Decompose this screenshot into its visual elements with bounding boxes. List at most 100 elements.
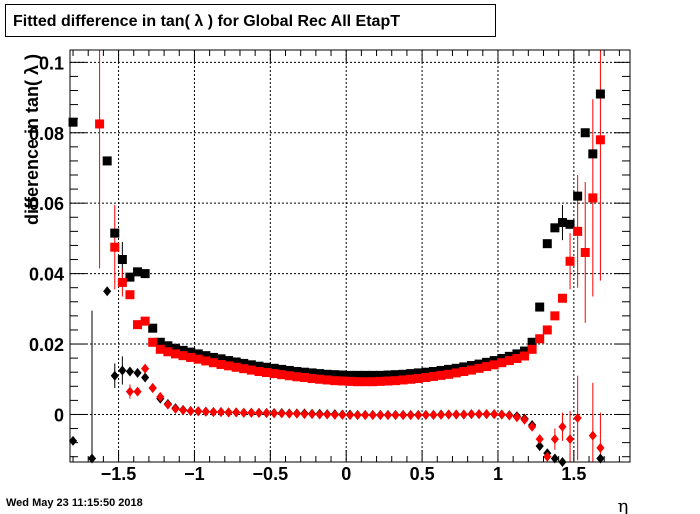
square-marker: [353, 377, 363, 387]
square-marker: [542, 325, 552, 335]
square-marker: [375, 370, 385, 380]
square-marker: [330, 370, 340, 380]
square-marker: [557, 218, 567, 228]
square-marker: [444, 369, 454, 379]
square-marker: [345, 376, 355, 386]
square-marker: [565, 219, 575, 229]
diamond-marker: [217, 406, 226, 417]
square-marker: [520, 351, 530, 361]
diamond-marker: [125, 366, 134, 377]
diamond-marker: [308, 409, 317, 420]
square-marker: [345, 370, 355, 380]
diamond-marker: [368, 410, 377, 421]
square-marker: [193, 349, 203, 359]
square-marker: [398, 375, 408, 385]
square-marker: [451, 363, 461, 373]
square-marker: [95, 119, 105, 129]
diamond-marker: [535, 434, 544, 445]
square-marker: [254, 367, 264, 377]
square-marker: [299, 372, 309, 382]
square-marker: [413, 368, 423, 378]
square-marker: [277, 370, 287, 380]
diamond-marker: [497, 409, 506, 420]
square-marker: [466, 361, 476, 371]
square-marker: [299, 367, 309, 377]
diamond-marker: [330, 409, 339, 420]
diamond-marker: [277, 408, 286, 419]
diamond-marker: [437, 409, 446, 420]
x-axis-label: η: [618, 496, 629, 514]
diamond-marker: [103, 286, 112, 297]
diamond-marker: [125, 386, 134, 397]
square-marker: [550, 311, 560, 321]
diamond-marker: [69, 435, 78, 446]
diamond-marker: [596, 453, 605, 464]
diamond-marker: [528, 421, 537, 432]
diamond-marker: [300, 409, 309, 420]
plot-frame: [69, 49, 631, 463]
square-marker: [178, 351, 188, 361]
square-marker: [133, 267, 143, 277]
diamond-marker: [399, 410, 408, 421]
square-marker: [550, 223, 560, 233]
square-marker: [520, 346, 530, 356]
diamond-marker: [490, 409, 499, 420]
diamond-marker: [467, 409, 476, 420]
square-marker: [436, 370, 446, 380]
timestamp: Wed May 23 11:15:50 2018: [6, 497, 143, 509]
diamond-marker: [346, 410, 354, 421]
square-marker: [337, 376, 347, 386]
diamond-marker: [338, 409, 347, 420]
y-tick-label: 0: [54, 405, 64, 425]
diamond-marker: [444, 409, 453, 420]
square-marker: [512, 353, 522, 363]
error-bars: [69, 50, 605, 463]
square-marker: [428, 367, 438, 377]
square-marker: [368, 377, 378, 387]
square-marker: [186, 352, 196, 362]
diamond-marker: [262, 408, 271, 419]
square-marker: [466, 365, 476, 375]
square-marker: [391, 370, 401, 380]
square-marker: [573, 226, 583, 236]
tick-labels: −1.5 −1 −0.5 0 0.5 1 1.5 0 0.02 0.04 0.06 0.08 0.1: [29, 53, 586, 484]
square-marker: [535, 302, 545, 312]
diamond-marker: [179, 405, 188, 416]
square-marker: [527, 344, 537, 354]
diamond-marker: [110, 370, 119, 381]
square-marker: [269, 363, 279, 373]
square-marker: [178, 345, 188, 355]
square-marker: [117, 277, 127, 287]
square-marker: [216, 354, 226, 364]
diamond-marker: [224, 407, 233, 418]
square-marker: [337, 370, 347, 380]
square-marker: [307, 374, 317, 384]
x-tick-label: 1.5: [561, 464, 586, 484]
square-marker: [201, 356, 211, 366]
diamond-marker: [254, 408, 263, 419]
y-tick-label: 0.04: [29, 265, 64, 285]
square-marker: [277, 364, 287, 374]
square-marker: [489, 360, 499, 370]
square-marker: [262, 362, 272, 372]
diamond-marker: [596, 442, 605, 453]
diamond-marker: [520, 414, 529, 425]
diamond-marker: [171, 403, 180, 414]
square-marker: [512, 349, 522, 359]
diamond-marker: [209, 406, 218, 417]
square-marker: [208, 358, 218, 368]
diamond-marker: [550, 453, 559, 464]
square-marker: [330, 376, 340, 386]
square-marker: [542, 239, 552, 249]
square-marker: [459, 362, 469, 372]
diamond-marker: [315, 409, 324, 420]
square-marker: [307, 368, 317, 378]
x-tick-label: −1.5: [101, 464, 137, 484]
square-marker: [383, 376, 393, 386]
diamond-marker: [141, 363, 150, 374]
diamond-marker: [452, 409, 461, 420]
diamond-marker: [133, 386, 142, 397]
square-marker: [140, 269, 150, 279]
square-marker: [353, 370, 363, 380]
